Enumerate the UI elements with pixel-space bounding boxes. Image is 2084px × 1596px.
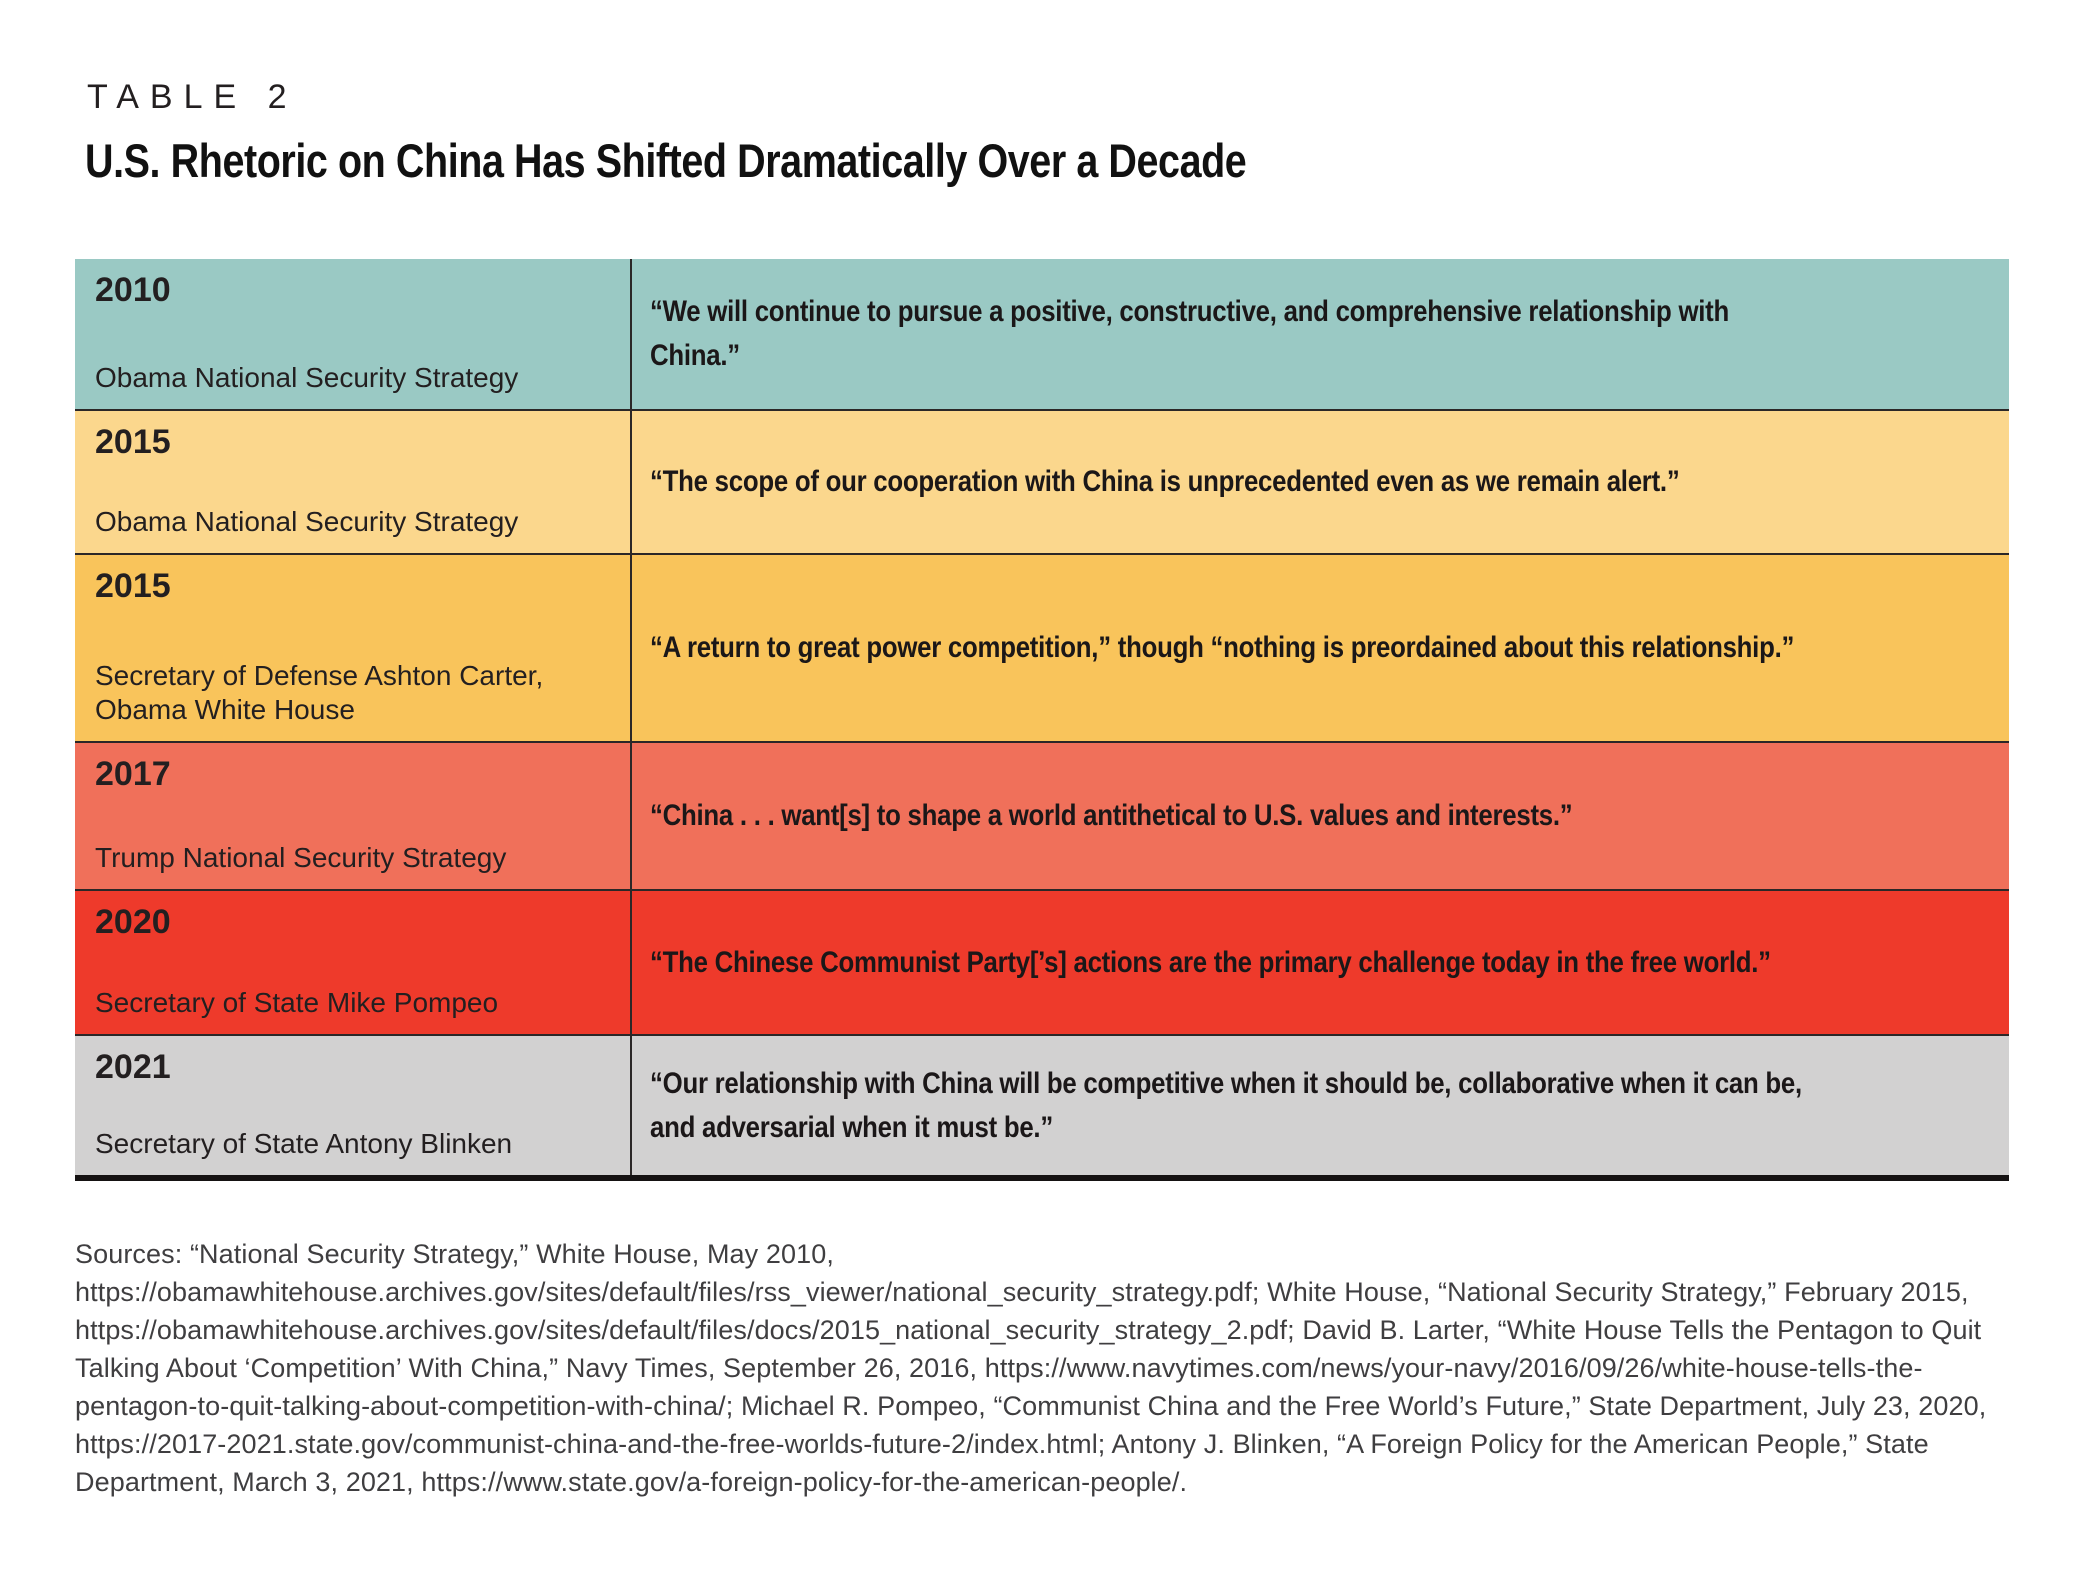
attribution-label: Obama National Security Strategy [95, 506, 519, 537]
year-label: 2017 [95, 755, 171, 793]
attribution-label: Secretary of State Mike Pompeo [95, 987, 499, 1018]
quote-text: “Our relationship with China will be com… [650, 1066, 1802, 1144]
sources-note: Sources: “National Security Strategy,” W… [75, 1239, 1987, 1497]
year-label: 2020 [95, 903, 171, 941]
quote-cell: “Our relationship with China will be com… [632, 1036, 2009, 1175]
source-cell: 2020 Secretary of State Mike Pompeo [75, 891, 632, 1034]
table-row: 2021 Secretary of State Antony Blinken “… [75, 1034, 2009, 1175]
quote-text: “The Chinese Communist Party[’s] actions… [650, 945, 1771, 979]
year-label: 2021 [95, 1048, 171, 1086]
document-page: TABLE 2 U.S. Rhetoric on China Has Shift… [75, 78, 2009, 1497]
table-row: 2010 Obama National Security Strategy “W… [75, 259, 2009, 409]
table-title: U.S. Rhetoric on China Has Shifted Drama… [85, 134, 1247, 187]
quote-cell: “The Chinese Communist Party[’s] actions… [632, 891, 2009, 1034]
table-number-label: TABLE 2 [87, 78, 298, 116]
quote-text: “The scope of our cooperation with China… [650, 465, 1680, 498]
year-label: 2010 [95, 271, 171, 309]
quote-cell: “China . . . want[s] to shape a world an… [632, 743, 2009, 889]
year-label: 2015 [95, 567, 171, 605]
year-label: 2015 [95, 423, 171, 461]
source-cell: 2010 Obama National Security Strategy [75, 259, 632, 409]
quote-text: “China . . . want[s] to shape a world an… [650, 799, 1573, 832]
table-row: 2017 Trump National Security Strategy “C… [75, 741, 2009, 889]
table-title-wrap: U.S. Rhetoric on China Has Shifted Drama… [85, 133, 2009, 195]
attribution-label: Secretary of State Antony Blinken [95, 1128, 513, 1159]
source-cell: 2021 Secretary of State Antony Blinken [75, 1036, 632, 1175]
quote-text: “We will continue to pursue a positive, … [650, 295, 1730, 372]
quote-cell: “We will continue to pursue a positive, … [632, 259, 2009, 409]
source-cell: 2015 Secretary of Defense Ashton Carter,… [75, 555, 632, 741]
attribution-label: Obama National Security Strategy [95, 362, 519, 393]
table-row: 2020 Secretary of State Mike Pompeo “The… [75, 889, 2009, 1034]
table-row: 2015 Secretary of Defense Ashton Carter,… [75, 553, 2009, 741]
attribution-label: Trump National Security Strategy [95, 842, 507, 873]
quote-text: “A return to great power competition,” t… [650, 631, 1795, 664]
table-row: 2015 Obama National Security Strategy “T… [75, 409, 2009, 553]
source-cell: 2015 Obama National Security Strategy [75, 411, 632, 553]
quote-cell: “The scope of our cooperation with China… [632, 411, 2009, 553]
attribution-label: Secretary of Defense Ashton Carter, Obam… [95, 660, 544, 725]
rhetoric-table: 2010 Obama National Security Strategy “W… [75, 259, 2009, 1181]
quote-cell: “A return to great power competition,” t… [632, 555, 2009, 741]
source-cell: 2017 Trump National Security Strategy [75, 743, 632, 889]
